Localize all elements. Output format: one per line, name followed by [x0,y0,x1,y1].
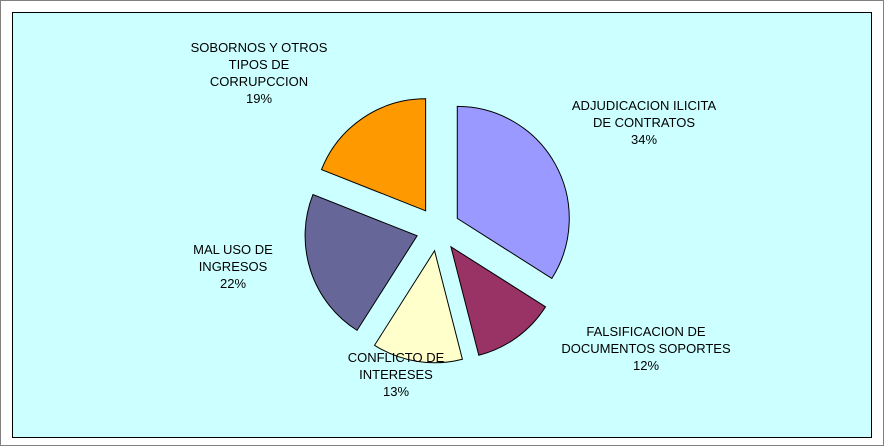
slice-label: MAL USO DE INGRESOS 22% [173,241,293,292]
value-label: 22% [219,276,247,291]
slice-label: FALSIFICACION DE DOCUMENTOS SOPORTES 12% [561,323,731,374]
category-label: SOBORNOS Y OTROS TIPOS DE CORRUPCCION [190,40,328,89]
category-label: MAL USO DE INGRESOS [193,242,273,274]
category-label: ADJUDICACION ILICITA DE CONTRATOS [571,98,717,130]
value-label: 13% [382,384,410,399]
category-label: CONFLICTO DE INTERESES [347,350,445,382]
pie-slice [320,98,427,212]
slice-label: CONFLICTO DE INTERESES 13% [311,349,481,400]
category-label: FALSIFICACION DE DOCUMENTOS SOPORTES [561,324,731,356]
slice-label: ADJUDICACION ILICITA DE CONTRATOS 34% [569,97,719,148]
plot-area [12,12,872,438]
pie-slice [373,249,464,364]
value-label: 12% [632,358,660,373]
value-label: 34% [630,132,658,147]
pie-slice [304,193,418,332]
slice-label: SOBORNOS Y OTROS TIPOS DE CORRUPCCION 19% [184,39,334,107]
pie-slice [456,105,570,280]
pie-slice [450,245,547,356]
value-label: 19% [245,91,273,106]
